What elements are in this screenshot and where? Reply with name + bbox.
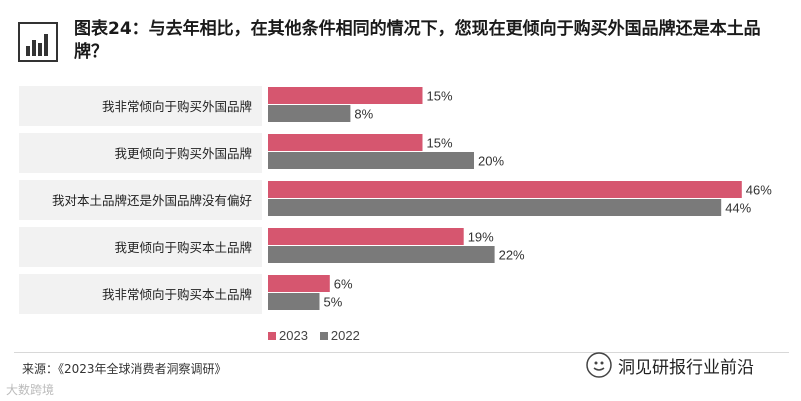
data-label-2023: 46% xyxy=(746,183,772,198)
data-label-2023: 19% xyxy=(468,230,494,245)
category-label: 我更倾向于购买本土品牌 xyxy=(114,240,252,255)
legend-label-2022: 2022 xyxy=(330,328,360,343)
bar-2022 xyxy=(268,199,722,216)
source-note: 来源：《2023年全球消费者洞察调研》 xyxy=(22,362,227,376)
bar-2022 xyxy=(268,105,351,122)
bar-2023 xyxy=(268,275,330,292)
data-label-2022: 44% xyxy=(725,201,751,216)
category-label-bg xyxy=(19,227,262,267)
chart-title: 图表24：与去年相比，在其他条件相同的情况下，您现在更倾向于购买外国品牌还是本土… xyxy=(74,19,761,62)
watermark-right: 洞见研报行业前沿 xyxy=(586,352,754,378)
category-label-bg xyxy=(19,274,262,314)
data-label-2022: 22% xyxy=(499,248,525,263)
category-label: 我非常倾向于购买外国品牌 xyxy=(102,99,252,114)
bar-2023 xyxy=(268,228,464,245)
data-label-2023: 15% xyxy=(427,136,453,151)
wechat-icon xyxy=(586,352,612,378)
legend-label-2023: 2023 xyxy=(279,328,308,343)
legend-item-2023: 2023 xyxy=(268,328,308,343)
data-label-2022: 5% xyxy=(324,295,343,310)
watermark-right-text: 洞见研报行业前沿 xyxy=(618,357,754,378)
data-label-2023: 15% xyxy=(427,89,453,104)
bar-2023 xyxy=(268,181,742,198)
bar-2022 xyxy=(268,246,495,263)
bar-2022 xyxy=(268,293,320,310)
data-label-2023: 6% xyxy=(334,277,353,292)
category-label-bg xyxy=(19,180,262,220)
legend: 2023 2022 xyxy=(268,328,360,343)
legend-swatch-2022 xyxy=(319,331,328,340)
category-label: 我对本土品牌还是外国品牌没有偏好 xyxy=(52,193,252,208)
bar-2023 xyxy=(268,134,423,151)
bar-2022 xyxy=(268,152,474,169)
watermark-left: 大数跨境 xyxy=(6,383,55,397)
legend-item-2022: 2022 xyxy=(319,328,360,343)
category-label-bg xyxy=(19,86,262,126)
category-label: 我更倾向于购买外国品牌 xyxy=(114,146,252,161)
footer-divider xyxy=(14,352,789,353)
data-label-2022: 8% xyxy=(354,107,373,122)
legend-swatch-2023 xyxy=(268,331,276,340)
category-label: 我非常倾向于购买本土品牌 xyxy=(102,287,252,302)
category-label-bg xyxy=(19,133,262,173)
data-label-2022: 20% xyxy=(478,154,504,169)
bar-chart-icon xyxy=(18,22,58,62)
bar-2023 xyxy=(268,87,423,104)
